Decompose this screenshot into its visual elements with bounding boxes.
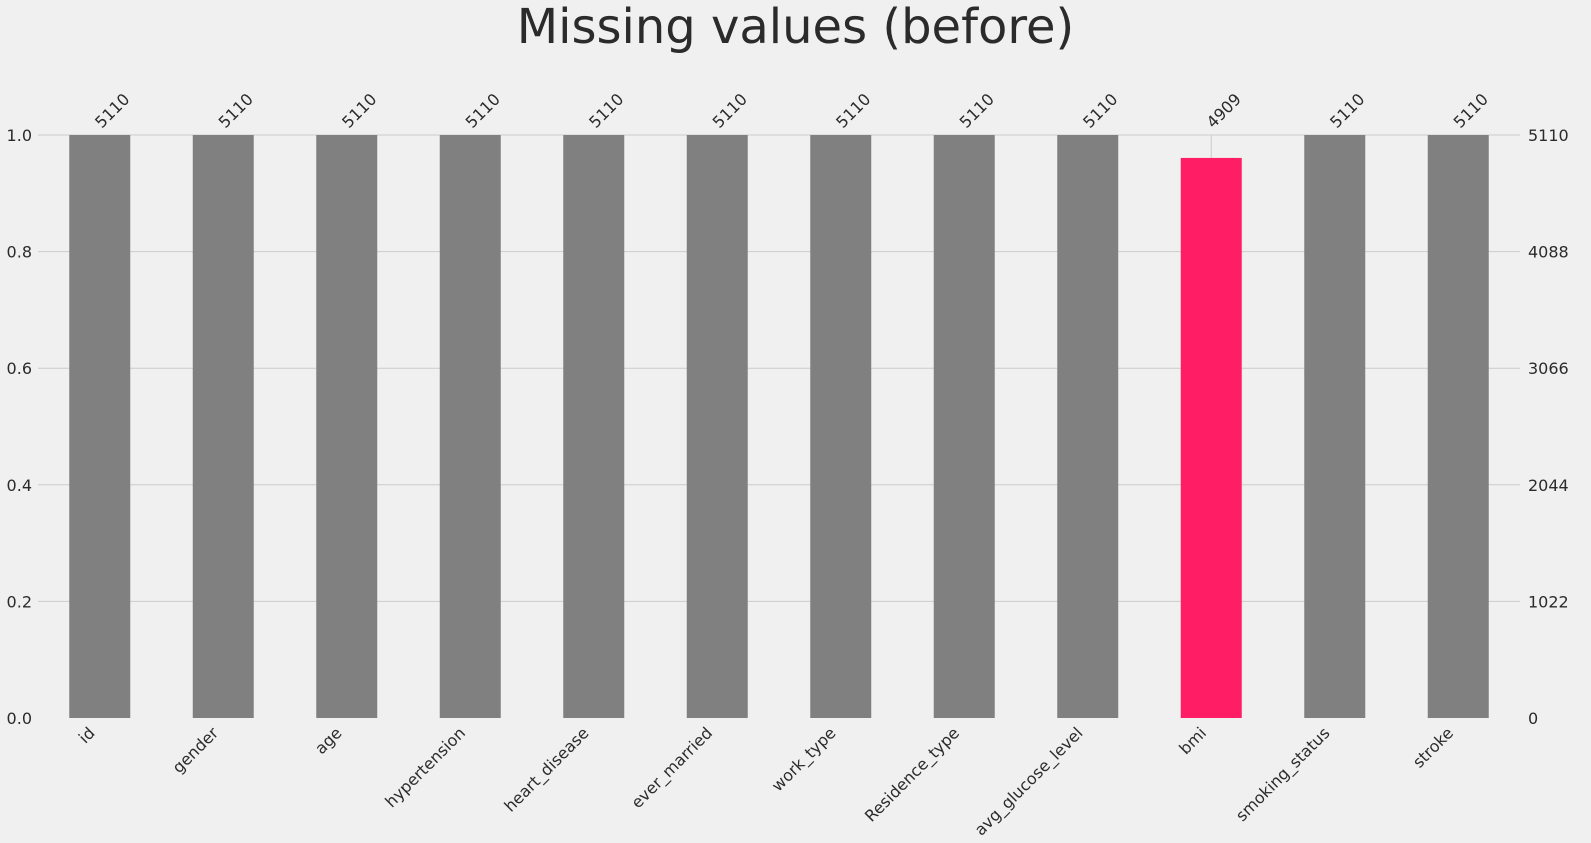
count-label: 5110: [215, 90, 257, 132]
bar-avg_glucose_level: [1057, 135, 1119, 718]
count-label: 5110: [585, 90, 627, 132]
left-tick-label: 1.0: [7, 126, 32, 145]
bar-age: [316, 135, 378, 718]
count-label: 5110: [1079, 90, 1121, 132]
right-tick-label: 3066: [1528, 359, 1569, 378]
category-label: Residence_type: [861, 723, 964, 826]
bar-ever_married: [686, 135, 748, 718]
category-label: smoking_status: [1232, 723, 1334, 825]
count-label: 5110: [91, 90, 133, 132]
count-label: 5110: [956, 90, 998, 132]
count-label: 5110: [832, 90, 874, 132]
count-labels: 5110 5110 5110 5110 5110 5110 5110 5110 5110 4909…: [91, 90, 1492, 132]
right-tick-label: 5110: [1528, 126, 1569, 145]
right-tick-label: 2044: [1528, 476, 1569, 495]
left-axis-ticks: 0.0 0.2 0.4 0.6 0.8 1.0: [7, 126, 32, 728]
bar-gender: [192, 135, 254, 718]
category-label: avg_glucose_level: [971, 723, 1088, 840]
category-label: id: [75, 723, 99, 747]
right-tick-label: 0: [1528, 709, 1538, 728]
bar-hypertension: [439, 135, 501, 718]
category-label: age: [311, 723, 346, 758]
category-label: heart_disease: [500, 723, 593, 816]
count-label: 5110: [1450, 90, 1492, 132]
bar-heart_disease: [563, 135, 625, 718]
left-tick-label: 0.8: [7, 243, 32, 262]
category-label: work_type: [768, 723, 840, 795]
count-label: 5110: [338, 90, 380, 132]
bar-id: [69, 135, 131, 718]
bar-bmi: [1180, 157, 1242, 718]
chart-title: Missing values (before): [516, 0, 1075, 55]
right-axis-ticks: 0 1022 2044 3066 4088 5110: [1528, 126, 1569, 728]
category-labels: id gender age hypertension heart_disease ever…: [75, 723, 1457, 840]
left-tick-label: 0.6: [7, 359, 32, 378]
count-label: 4909: [1203, 90, 1245, 132]
count-label: 5110: [1326, 90, 1368, 132]
right-tick-label: 1022: [1528, 592, 1569, 611]
category-label: stroke: [1409, 723, 1457, 771]
right-tick-label: 4088: [1528, 243, 1569, 262]
left-tick-label: 0.2: [7, 592, 32, 611]
category-label: ever_married: [627, 723, 716, 812]
category-label: bmi: [1175, 723, 1210, 758]
bar-work_type: [810, 135, 872, 718]
bar-Residence_type: [933, 135, 995, 718]
left-tick-label: 0.0: [7, 709, 32, 728]
grid-lines: [38, 134, 1520, 602]
bars: [69, 135, 1489, 718]
category-label: gender: [169, 723, 223, 777]
bar-smoking_status: [1304, 135, 1366, 718]
count-label: 5110: [462, 90, 504, 132]
count-label: 5110: [709, 90, 751, 132]
bar-stroke: [1427, 135, 1489, 718]
category-label: hypertension: [381, 723, 469, 811]
left-tick-label: 0.4: [7, 476, 32, 495]
